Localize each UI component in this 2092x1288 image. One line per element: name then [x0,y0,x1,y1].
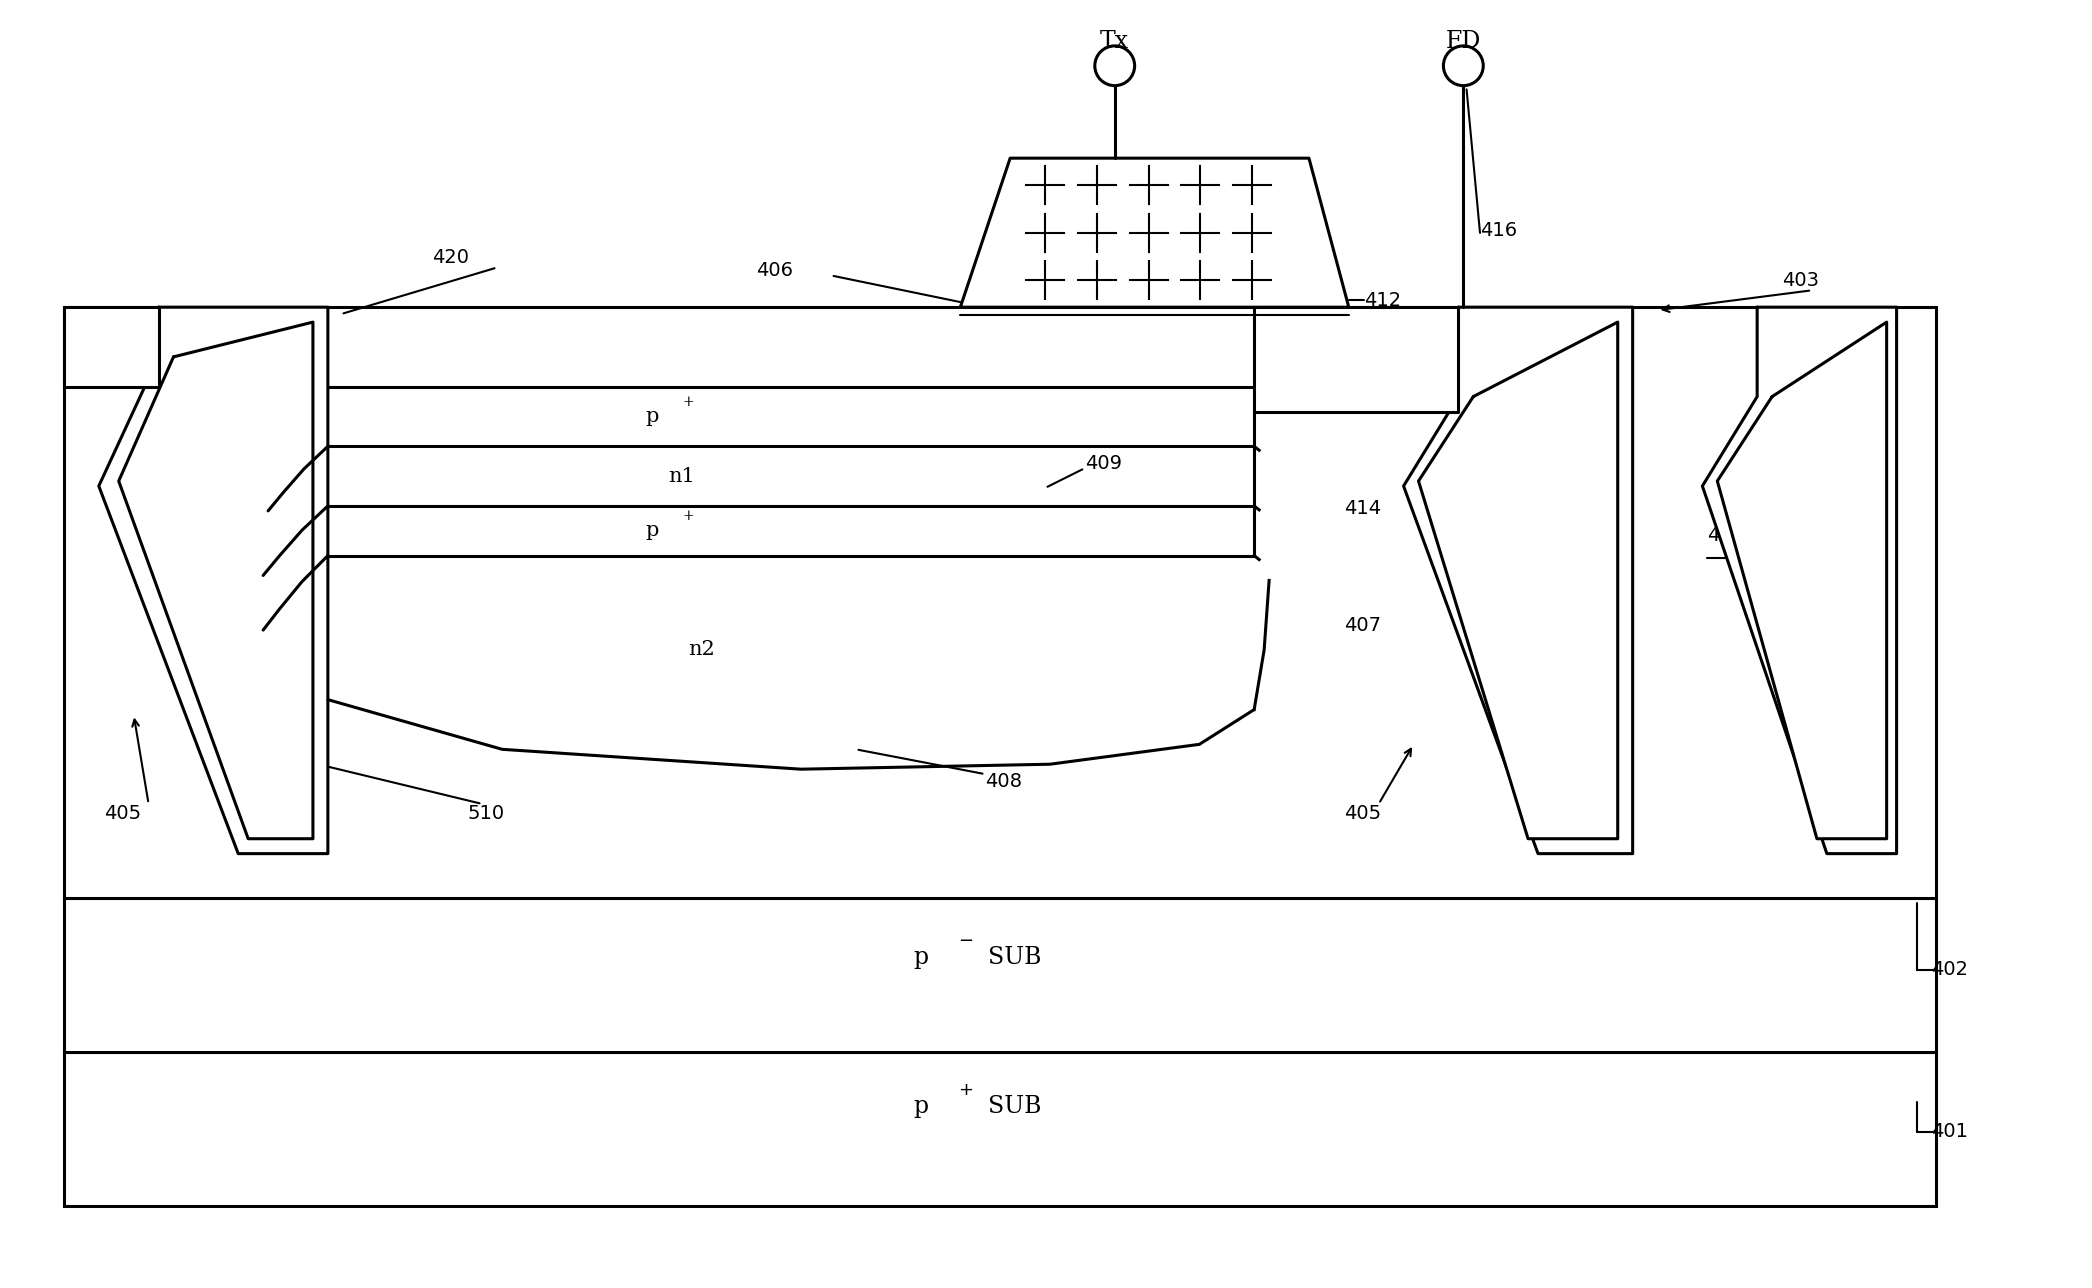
Text: −: − [958,933,973,951]
Text: 405: 405 [105,805,140,823]
Text: 407: 407 [1343,616,1381,635]
Text: 408: 408 [985,772,1023,791]
Polygon shape [1255,308,1458,411]
Text: n: n [105,337,117,357]
Text: p: p [1542,720,1554,739]
Polygon shape [65,308,159,386]
Text: 413: 413 [1364,343,1402,362]
Text: 406: 406 [755,261,793,279]
Text: FD: FD [1446,31,1481,53]
Text: 403: 403 [1782,270,1820,290]
Text: p: p [644,522,659,540]
Polygon shape [98,308,328,854]
Text: 510: 510 [467,805,504,823]
Polygon shape [960,158,1349,308]
Text: +: + [1579,707,1590,721]
Polygon shape [1404,308,1632,854]
Text: SUB: SUB [987,947,1042,970]
Text: 415: 415 [1134,249,1172,267]
Text: 404: 404 [1707,527,1745,545]
Polygon shape [1418,322,1617,838]
Text: n2: n2 [688,640,715,659]
Text: p: p [278,720,291,739]
Text: 409: 409 [1086,453,1121,473]
Polygon shape [1718,322,1887,838]
Text: 405: 405 [1343,805,1381,823]
Text: p: p [912,947,929,970]
Text: SUB: SUB [987,1096,1042,1118]
Text: Tx: Tx [1100,31,1130,53]
Text: 401: 401 [1931,1122,1969,1141]
Bar [65,308,1937,898]
Polygon shape [1703,308,1897,854]
Bar [65,898,1937,1052]
Text: 402: 402 [1931,961,1969,979]
Text: 420: 420 [433,249,469,267]
Text: +: + [140,325,153,339]
Text: 414: 414 [1343,500,1381,518]
Text: +: + [316,707,326,721]
Polygon shape [119,322,314,838]
Text: +: + [958,1081,973,1099]
Text: +: + [682,394,695,408]
Text: n1: n1 [667,466,695,486]
Text: +: + [1331,335,1343,349]
Text: n: n [1293,348,1305,366]
Text: 416: 416 [1481,222,1517,240]
Text: +: + [682,509,695,523]
Text: 412: 412 [1364,291,1402,309]
Text: p: p [644,407,659,426]
Text: p: p [912,1096,929,1118]
Bar [65,1052,1937,1207]
